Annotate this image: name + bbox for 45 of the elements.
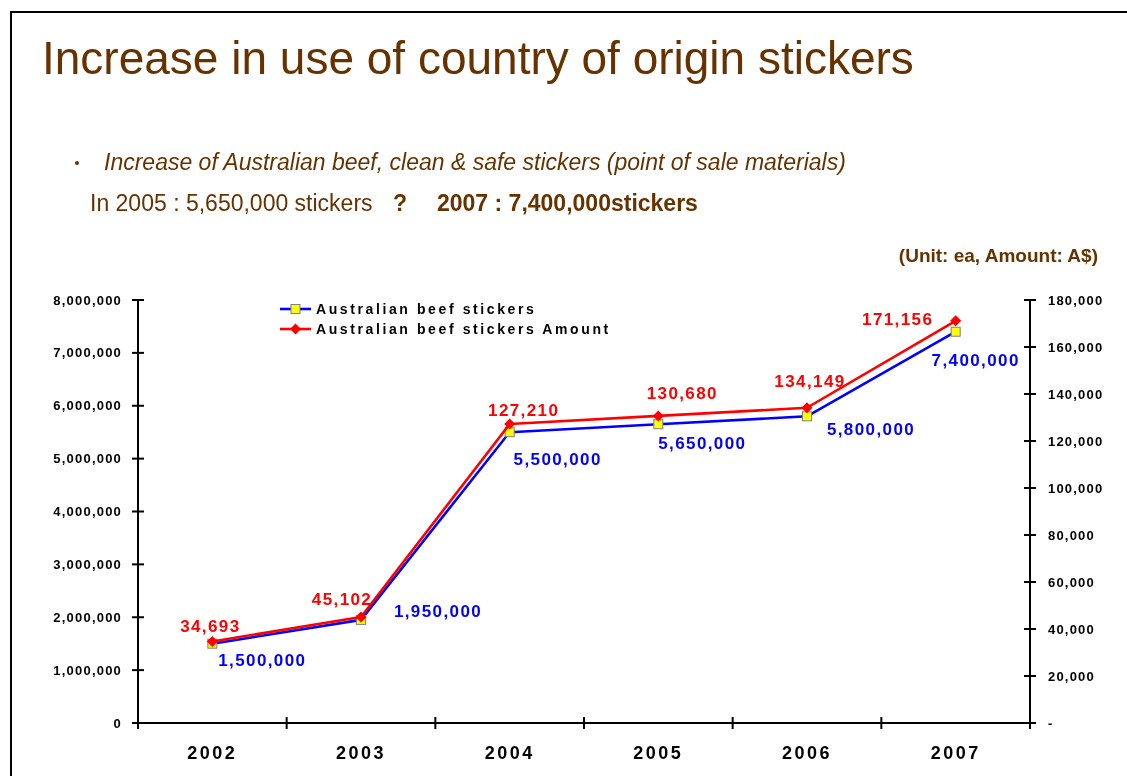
text: 2007 : 7,400,000stickers [437,190,698,216]
data-label: 127,210 [488,401,560,421]
y2-tick-label: 120,000 [1048,433,1104,449]
data-label: 5,650,000 [658,434,747,454]
data-label: 130,680 [646,383,718,403]
y-tick-label: 4,000,000 [53,504,122,520]
data-label: 7,400,000 [931,350,1020,370]
y-tick-label: 5,000,000 [53,451,122,467]
y2-tick-label: 160,000 [1048,339,1104,355]
chart-title: Increase in use of country of origin stickers [42,32,914,84]
y-tick-label: 1,000,000 [53,662,122,678]
y-tick-label: 8,000,000 [53,292,122,308]
data-label: 1,500,000 [218,650,307,670]
chart-subtitle: Increase of Australian beef, clean & safe stickers (point of sale materials) [104,149,846,175]
data-label: 134,149 [774,371,846,391]
y2-tick-label: 100,000 [1048,480,1104,496]
y2-tick-label: 140,000 [1048,386,1104,402]
x-tick-label: 2002 [187,743,238,763]
text: (Unit: ea, Amount: A$) [898,245,1098,266]
y-tick-label: 6,000,000 [53,398,122,414]
x-tick-label: 2003 [335,743,387,763]
y-tick-label: 2,000,000 [53,609,122,625]
y-tick-label: 0 [113,715,122,731]
y2-tick-label: 60,000 [1048,574,1095,590]
data-label: 45,102 [311,590,373,610]
x-tick-label: 2004 [484,743,535,763]
x-tick-label: 2006 [781,743,833,763]
y2-tick-label: 20,000 [1048,668,1095,684]
text: In 2005 : 5,650,000 stickers [90,190,373,216]
y-tick-label: 3,000,000 [53,556,122,572]
x-tick-label: 2007 [930,743,981,763]
legend-label: Australian beef stickers [316,300,537,317]
data-label: 5,800,000 [826,420,916,440]
data-label: 171,156 [862,309,934,329]
data-label: 5,500,000 [513,450,602,470]
x-tick-label: 2005 [633,743,684,763]
text: ? [393,190,408,216]
legend-label: Australian beef stickers Amount [316,320,611,337]
y-tick-label: 7,000,000 [53,345,122,361]
y2-tick-label: 40,000 [1048,621,1095,637]
data-label: 1,950,000 [393,601,483,621]
y2-tick-label: - [1048,715,1054,731]
y2-tick-label: 80,000 [1048,527,1095,543]
y2-tick-label: 180,000 [1048,292,1104,308]
data-label: 34,693 [180,617,241,637]
